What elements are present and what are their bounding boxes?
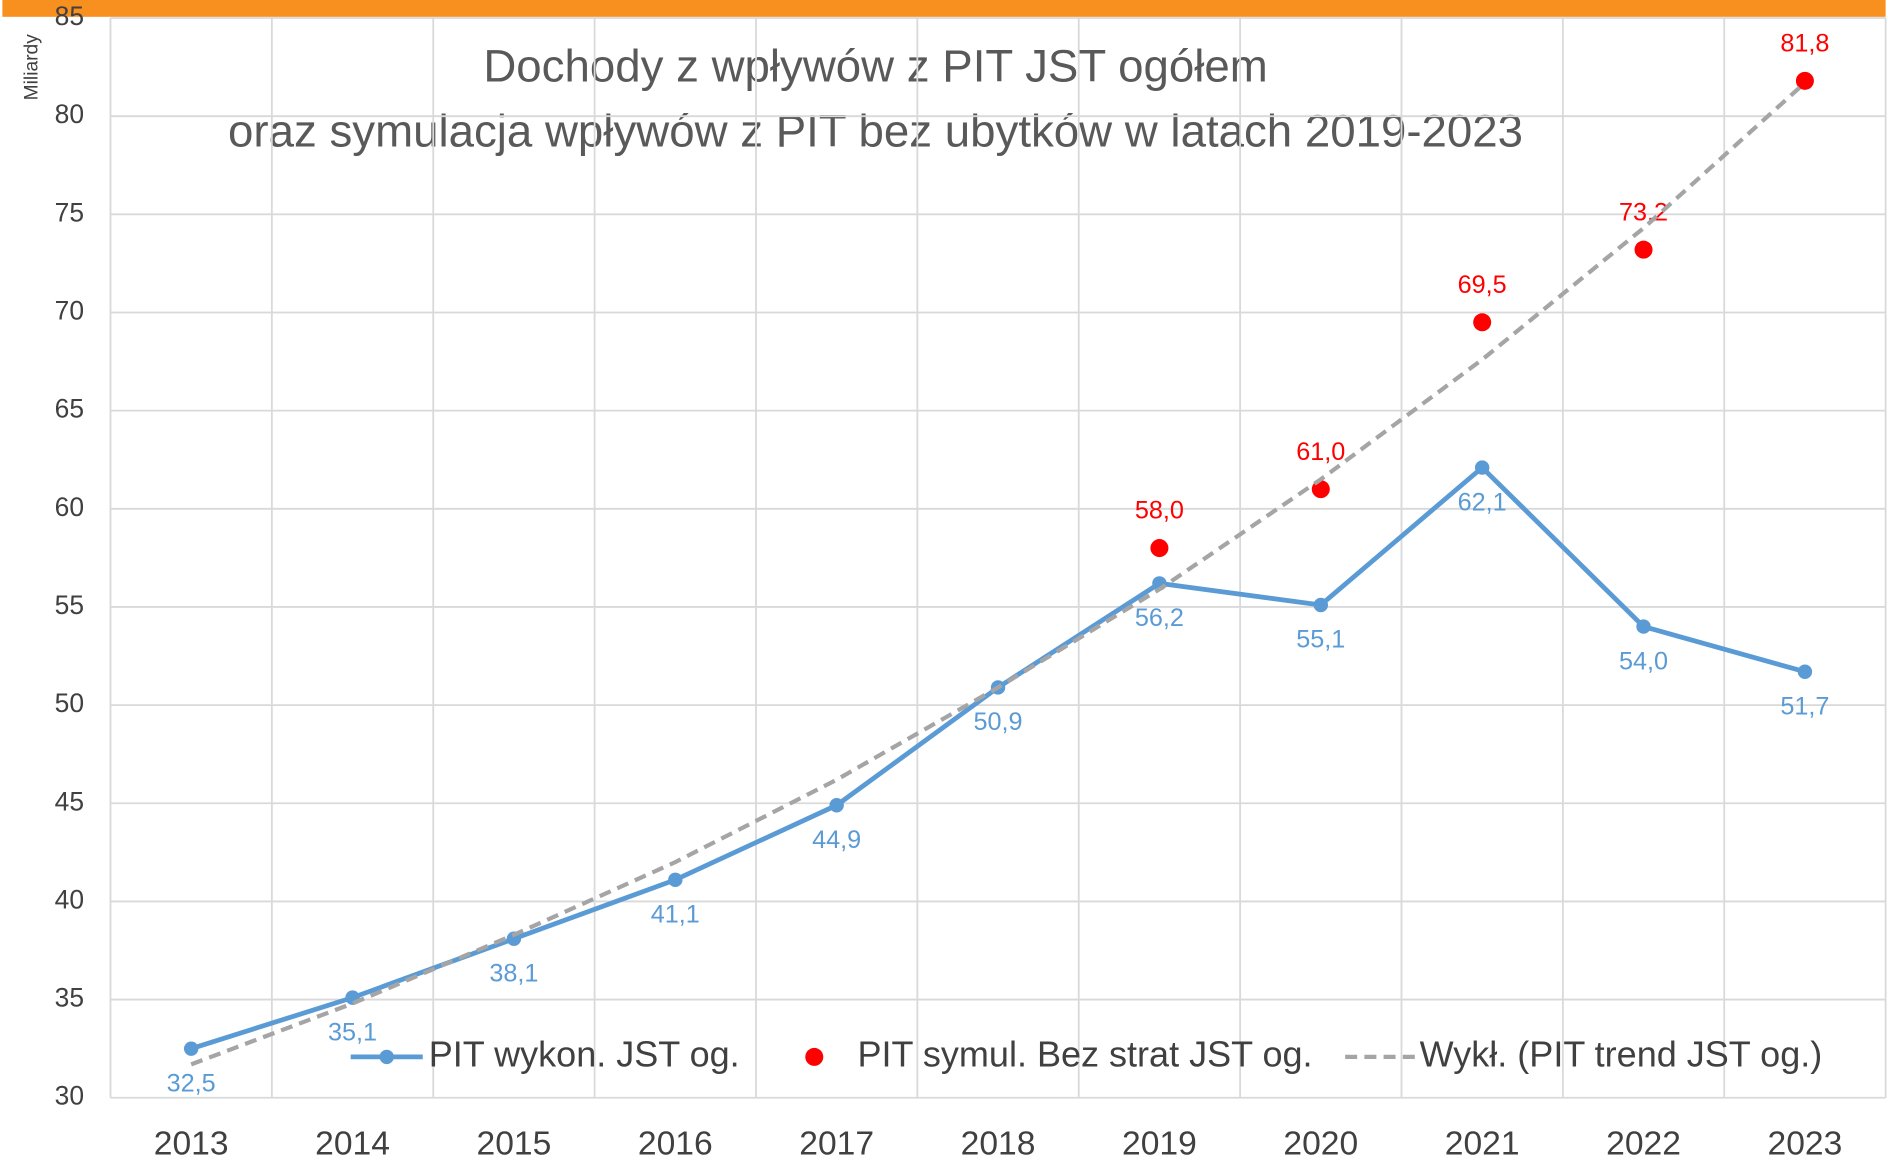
data-label: 54,0: [1619, 647, 1668, 675]
trend-line: [190, 81, 1807, 1067]
x-tick-label: 2014: [315, 1126, 390, 1163]
data-label: 61,0: [1296, 438, 1345, 466]
point: [1797, 664, 1813, 679]
data-label: 62,1: [1458, 488, 1507, 516]
x-tick-label: 2017: [799, 1126, 874, 1163]
x-tick-label: 2023: [1768, 1126, 1843, 1163]
x-tick-label: 2013: [154, 1126, 229, 1163]
data-label: 69,5: [1458, 271, 1507, 299]
point: [1313, 597, 1329, 613]
y-tick-label: 85: [55, 1, 84, 31]
data-label: 41,1: [651, 901, 700, 929]
y-tick-label: 35: [55, 983, 84, 1013]
data-label: 81,8: [1780, 29, 1829, 57]
point: [829, 798, 844, 813]
y-tick-label: 50: [55, 688, 84, 718]
chart-title: Dochody z wpływów z PIT JST ogółem: [483, 41, 1267, 92]
x-tick-label: 2018: [961, 1126, 1036, 1163]
y-tick-label: 70: [55, 295, 84, 325]
y-tick-label: 40: [55, 884, 84, 914]
y-tick-label: 30: [55, 1081, 84, 1111]
y-tick-label: 55: [55, 590, 84, 620]
x-tick-label: 2022: [1606, 1126, 1681, 1163]
data-label: 58,0: [1135, 497, 1184, 525]
y-tick-label: 65: [55, 394, 84, 424]
y-tick-label: 75: [55, 197, 84, 227]
chart-title: oraz symulacja wpływów z PIT bez ubytków…: [228, 106, 1523, 157]
point: [1150, 539, 1169, 558]
point: [1795, 71, 1814, 90]
x-tick-label: 2019: [1122, 1126, 1197, 1163]
data-label: 55,1: [1296, 626, 1345, 654]
data-label: 50,9: [973, 708, 1022, 736]
data-label: 44,9: [812, 826, 861, 854]
y-axis-label: Miliardy: [21, 34, 42, 101]
point: [1634, 240, 1653, 259]
point: [1474, 460, 1490, 475]
x-tick-label: 2016: [638, 1126, 713, 1163]
legend-swatch: [379, 1049, 394, 1065]
legend-swatch: [805, 1047, 824, 1066]
legend-label: Wykł. (PIT trend JST og.): [1420, 1033, 1823, 1074]
data-label: 32,5: [167, 1069, 216, 1097]
point: [668, 872, 683, 888]
top-bar: [2, 0, 1886, 17]
legend-label: PIT symul. Bez strat JST og.: [858, 1033, 1313, 1074]
y-tick-label: 45: [55, 786, 84, 816]
x-tick-label: 2015: [477, 1126, 552, 1163]
data-label: 35,1: [328, 1018, 377, 1046]
legend-label: PIT wykon. JST og.: [429, 1033, 740, 1074]
point: [1473, 313, 1492, 332]
data-label: 56,2: [1135, 604, 1184, 632]
point: [1636, 619, 1651, 634]
x-tick-label: 2020: [1283, 1126, 1358, 1163]
y-tick-label: 80: [55, 99, 84, 129]
data-label: 51,7: [1780, 692, 1829, 720]
data-label: 38,1: [489, 959, 538, 987]
x-tick-label: 2021: [1445, 1126, 1520, 1163]
point: [183, 1041, 199, 1056]
y-tick-label: 60: [55, 492, 84, 522]
data-label: 73.2: [1619, 198, 1668, 226]
